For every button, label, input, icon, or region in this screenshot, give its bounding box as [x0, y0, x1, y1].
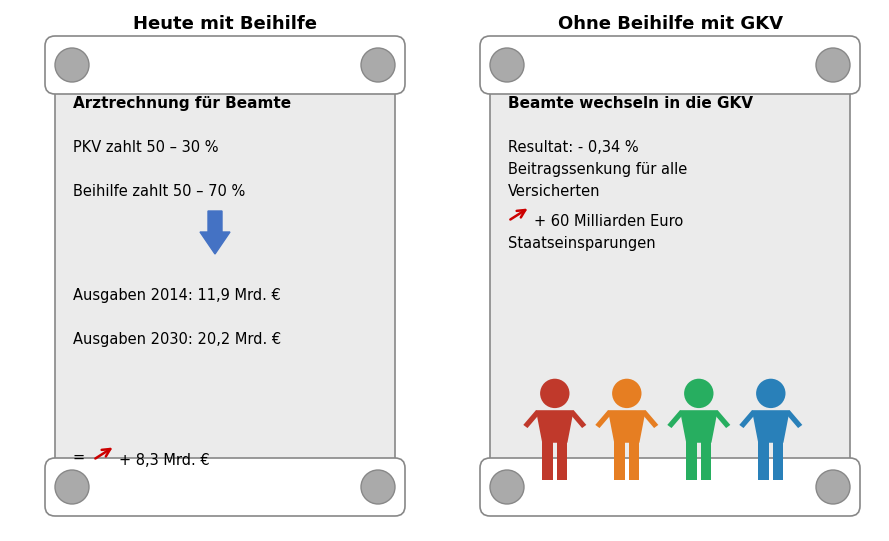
Text: Heute mit Beihilfe: Heute mit Beihilfe [133, 15, 317, 33]
Circle shape [816, 48, 850, 82]
Circle shape [757, 379, 786, 408]
Text: + 8,3 Mrd. €: + 8,3 Mrd. € [119, 453, 210, 468]
Polygon shape [608, 410, 645, 443]
Circle shape [541, 379, 570, 408]
Text: =: = [73, 450, 85, 465]
Circle shape [55, 48, 89, 82]
Text: Beamte wechseln in die GKV: Beamte wechseln in die GKV [508, 96, 753, 111]
Circle shape [361, 470, 395, 504]
Text: Beitragssenkung für alle: Beitragssenkung für alle [508, 162, 687, 177]
Polygon shape [686, 441, 697, 479]
Polygon shape [524, 410, 541, 428]
FancyBboxPatch shape [55, 65, 395, 487]
Circle shape [361, 48, 395, 82]
Text: Staatseinsparungen: Staatseinsparungen [508, 236, 655, 251]
Polygon shape [701, 441, 711, 479]
Circle shape [816, 470, 850, 504]
FancyBboxPatch shape [490, 65, 850, 487]
Polygon shape [614, 441, 625, 479]
FancyBboxPatch shape [480, 36, 860, 94]
Polygon shape [629, 441, 639, 479]
FancyArrow shape [200, 211, 230, 254]
Polygon shape [557, 441, 567, 479]
Polygon shape [668, 410, 685, 428]
Polygon shape [536, 410, 573, 443]
Polygon shape [773, 441, 783, 479]
Polygon shape [740, 410, 757, 428]
Text: Beihilfe zahlt 50 – 70 %: Beihilfe zahlt 50 – 70 % [73, 184, 245, 199]
Text: Ausgaben 2030: 20,2 Mrd. €: Ausgaben 2030: 20,2 Mrd. € [73, 332, 281, 347]
Text: PKV zahlt 50 – 30 %: PKV zahlt 50 – 30 % [73, 140, 219, 155]
Text: Versicherten: Versicherten [508, 184, 600, 199]
Text: Arztrechnung für Beamte: Arztrechnung für Beamte [73, 96, 291, 111]
FancyBboxPatch shape [45, 458, 405, 516]
Polygon shape [786, 410, 802, 428]
Polygon shape [642, 410, 658, 428]
Circle shape [613, 379, 642, 408]
Text: Ausgaben 2014: 11,9 Mrd. €: Ausgaben 2014: 11,9 Mrd. € [73, 288, 281, 303]
Polygon shape [570, 410, 587, 428]
Text: + 60 Milliarden Euro: + 60 Milliarden Euro [534, 214, 684, 229]
Polygon shape [542, 441, 553, 479]
Polygon shape [680, 410, 717, 443]
Circle shape [55, 470, 89, 504]
Text: Resultat: - 0,34 %: Resultat: - 0,34 % [508, 140, 638, 155]
Polygon shape [714, 410, 730, 428]
Circle shape [685, 379, 714, 408]
Circle shape [490, 470, 524, 504]
FancyBboxPatch shape [45, 36, 405, 94]
Polygon shape [758, 441, 769, 479]
Polygon shape [752, 410, 789, 443]
Text: Ohne Beihilfe mit GKV: Ohne Beihilfe mit GKV [557, 15, 782, 33]
Circle shape [490, 48, 524, 82]
FancyBboxPatch shape [480, 458, 860, 516]
Polygon shape [596, 410, 613, 428]
